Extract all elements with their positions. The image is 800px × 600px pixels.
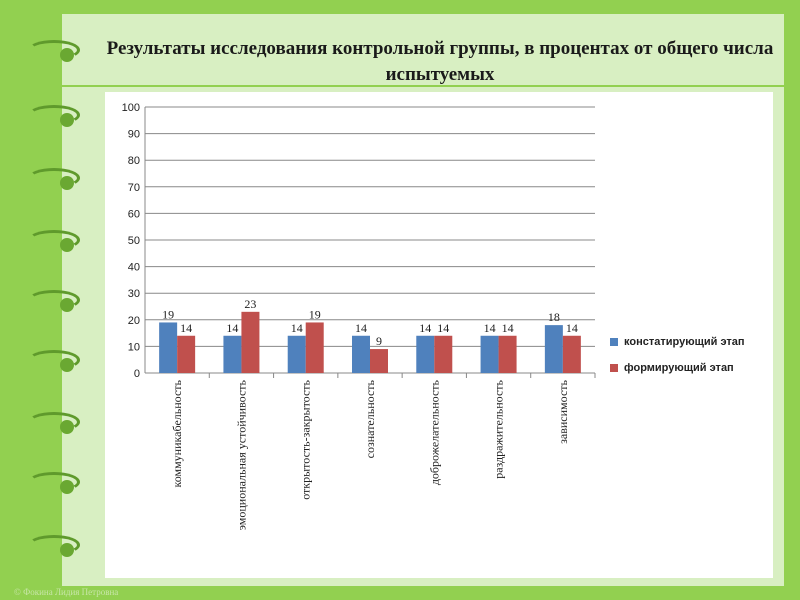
data-label: 14	[355, 321, 367, 335]
data-label: 14	[226, 321, 238, 335]
y-tick-label: 40	[128, 262, 140, 274]
spiral-hole	[60, 298, 74, 312]
chart-area	[105, 92, 773, 578]
bar-ascertaining	[287, 335, 306, 373]
spiral-ring	[28, 290, 80, 310]
spiral-hole	[60, 176, 74, 190]
y-tick-label: 10	[128, 341, 140, 353]
spiral-hole	[60, 358, 74, 372]
spiral-hole	[60, 48, 74, 62]
x-tick-label: зависимость	[556, 379, 570, 443]
spiral-hole	[60, 480, 74, 494]
y-tick-label: 90	[128, 129, 140, 141]
bar-formative	[434, 335, 453, 373]
spiral-hole	[60, 238, 74, 252]
bar-formative	[498, 335, 517, 373]
bar-ascertaining	[223, 335, 242, 373]
x-tick-label: коммуникабельность	[170, 379, 184, 487]
spiral-ring	[28, 350, 80, 370]
y-tick-label: 100	[122, 102, 140, 114]
data-label: 14	[291, 321, 303, 335]
spiral-ring	[28, 168, 80, 188]
footer-copyright: © Фокина Лидия Петровна	[14, 587, 119, 597]
y-tick-label: 60	[128, 208, 140, 220]
bar-formative	[370, 349, 388, 373]
bar-formative	[562, 335, 581, 373]
y-tick-label: 50	[128, 235, 140, 247]
bar-ascertaining	[352, 335, 370, 373]
spiral-hole	[60, 420, 74, 434]
y-tick-label: 80	[128, 155, 140, 167]
bar-ascertaining	[159, 322, 178, 373]
bar-ascertaining	[416, 335, 435, 373]
legend-swatch	[610, 338, 618, 346]
spiral-ring	[28, 412, 80, 432]
y-tick-label: 30	[128, 288, 140, 300]
slide-title: Результаты исследования контрольной груп…	[106, 38, 774, 85]
legend-label: формирующий этап	[624, 362, 734, 374]
x-tick-label: сознательность	[363, 379, 377, 458]
spiral-hole	[60, 543, 74, 557]
data-label: 14	[566, 321, 578, 335]
data-label: 23	[244, 297, 256, 311]
spiral-ring	[28, 535, 80, 555]
data-label: 14	[180, 321, 192, 335]
data-label: 14	[419, 321, 431, 335]
data-label: 14	[502, 321, 514, 335]
x-tick-label: эмоциональная устойчивость	[234, 379, 248, 530]
spiral-ring	[28, 472, 80, 492]
data-label: 14	[437, 321, 449, 335]
y-tick-label: 20	[128, 315, 140, 327]
bar-ascertaining	[544, 325, 563, 373]
x-tick-label: раздражительность	[492, 379, 506, 478]
data-label: 14	[484, 321, 496, 335]
data-label: 9	[376, 334, 382, 348]
title-divider	[62, 85, 784, 87]
x-tick-label: открытость-закрытость	[299, 379, 313, 499]
bar-ascertaining	[480, 335, 499, 373]
spiral-ring	[28, 230, 80, 250]
y-tick-label: 0	[134, 368, 140, 380]
bar-formative	[305, 322, 324, 373]
data-label: 19	[162, 307, 174, 321]
y-tick-label: 70	[128, 182, 140, 194]
spiral-ring	[28, 40, 80, 60]
legend-swatch	[610, 364, 618, 372]
x-tick-label: доброжелательность	[427, 379, 441, 485]
legend-label: констатирующий этап	[624, 336, 745, 348]
data-label: 19	[309, 307, 321, 321]
spiral-hole	[60, 113, 74, 127]
bar-formative	[241, 311, 260, 373]
spiral-ring	[28, 105, 80, 125]
bar-formative	[177, 335, 196, 373]
data-label: 18	[548, 310, 560, 324]
